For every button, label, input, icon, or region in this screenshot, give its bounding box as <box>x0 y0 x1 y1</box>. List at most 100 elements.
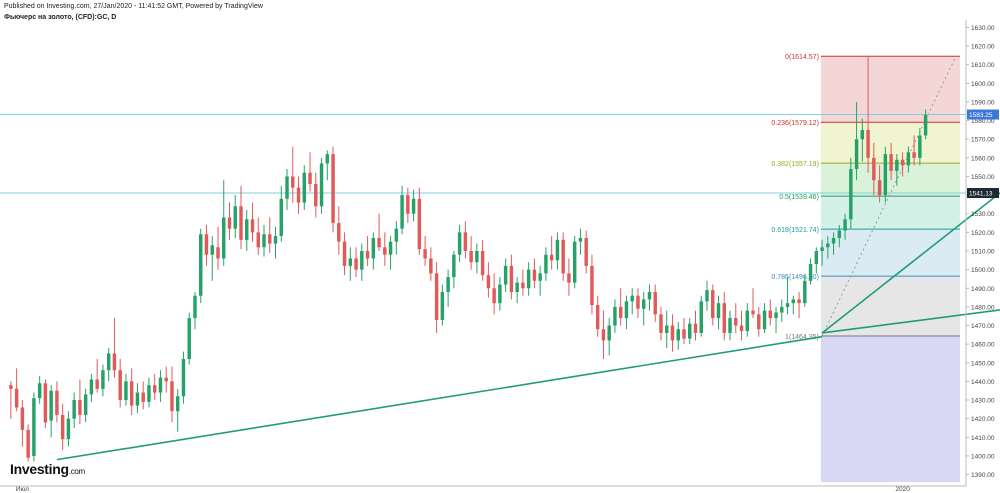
candles <box>9 57 928 462</box>
candle <box>37 375 42 404</box>
candle <box>204 224 209 266</box>
candle-body <box>175 396 180 412</box>
candle-body <box>843 219 847 231</box>
candle <box>124 373 128 406</box>
candle-body <box>181 359 186 397</box>
candle <box>751 288 755 319</box>
price-tick-label: 1510.00 <box>971 249 995 256</box>
candle-body <box>118 370 122 401</box>
candle <box>354 247 358 278</box>
candle <box>331 146 335 233</box>
candle-body <box>325 154 330 164</box>
price-tick-label: 1470.00 <box>971 323 995 330</box>
price-tick-label: 1600.00 <box>971 81 995 88</box>
candle-body <box>152 385 157 393</box>
candle <box>302 165 307 211</box>
price-tick-label: 1630.00 <box>971 25 995 32</box>
candle <box>595 295 600 337</box>
candle-body <box>549 254 554 261</box>
candle <box>164 366 168 393</box>
candle-body <box>216 247 220 259</box>
price-tick-label: 1610.00 <box>971 62 995 69</box>
candle <box>549 236 554 270</box>
candle-body <box>716 303 721 319</box>
candle <box>296 176 301 214</box>
candle <box>216 226 220 270</box>
candle <box>532 258 537 289</box>
candle-body <box>78 400 82 415</box>
candle-body <box>89 379 94 395</box>
candle <box>739 310 744 341</box>
candle <box>555 232 560 270</box>
candle <box>83 388 88 423</box>
candle <box>227 202 232 240</box>
candle-body <box>866 129 870 158</box>
candle-body <box>411 198 416 214</box>
candle <box>446 269 450 307</box>
candle <box>665 310 669 348</box>
candle <box>745 303 749 337</box>
candle-body <box>55 390 59 415</box>
time-axis: Июл 2020 <box>0 485 966 493</box>
candle <box>854 101 859 181</box>
candle-body <box>647 291 652 300</box>
candle <box>498 277 502 311</box>
candle <box>101 364 105 397</box>
hline-label: 1541.13 <box>969 191 993 198</box>
candle-body <box>187 318 191 360</box>
candle-body <box>785 303 790 307</box>
candle-body <box>124 381 128 401</box>
candle-body <box>515 282 519 292</box>
price-tick-label: 1430.00 <box>971 398 995 405</box>
candle <box>659 306 663 341</box>
candle <box>705 280 709 311</box>
candle-body <box>256 232 260 248</box>
candle <box>72 392 76 428</box>
trendlines <box>56 192 1000 461</box>
candle-body <box>814 251 819 265</box>
price-tick-label: 1400.00 <box>971 453 995 460</box>
candle-body <box>285 176 289 199</box>
candle-body <box>383 247 387 255</box>
candle <box>129 368 134 415</box>
fib-zone <box>820 276 960 337</box>
candle <box>239 185 243 250</box>
candle-body <box>37 383 42 399</box>
candle <box>572 236 577 289</box>
candle-body <box>9 385 13 389</box>
fib-level-label: 0.382(1557.19) <box>771 161 818 168</box>
candle <box>60 403 65 451</box>
candle-body <box>831 237 836 244</box>
fibonacci-retracement: 0(1614.57) 0.236(1579.12) 0.382(1557.19) 0.… <box>771 54 960 482</box>
candle-body <box>503 265 508 285</box>
candle-body <box>365 251 370 259</box>
candle-body <box>567 273 571 283</box>
candle <box>95 359 99 393</box>
candle <box>423 236 427 266</box>
fib-level-label: 0.5(1539.46) <box>779 194 819 201</box>
candle-body <box>233 206 237 229</box>
candle-body <box>250 219 255 233</box>
candle-body <box>526 269 531 289</box>
candle-body <box>417 198 422 250</box>
candle-body <box>14 388 19 408</box>
candle <box>170 366 174 423</box>
candle-body <box>532 269 537 281</box>
candle <box>411 189 416 222</box>
candle <box>561 232 565 281</box>
candle <box>682 318 686 345</box>
candle-body <box>446 277 450 292</box>
fib-diagonal <box>821 55 957 337</box>
candle-body <box>791 299 796 304</box>
candle-body <box>722 303 726 333</box>
candle <box>636 288 640 319</box>
candle-body <box>83 394 88 415</box>
candle <box>452 251 456 289</box>
candle-body <box>26 429 30 458</box>
candle-body <box>912 152 916 158</box>
candle <box>808 258 813 285</box>
candle <box>325 150 330 181</box>
candle <box>222 180 226 266</box>
candle <box>492 273 496 315</box>
